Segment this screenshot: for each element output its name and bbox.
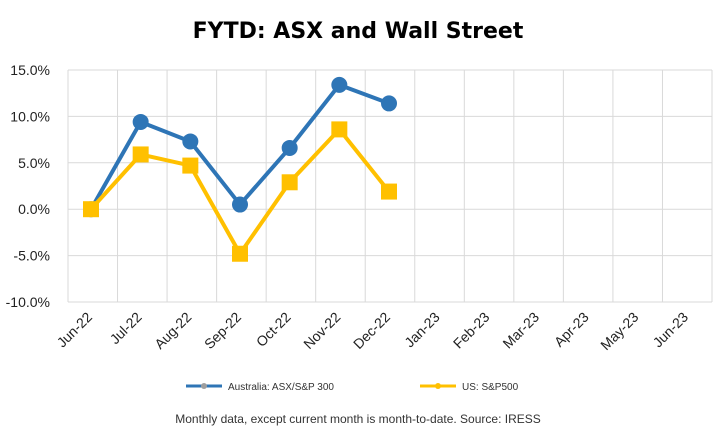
x-tick-label: Jun-22 <box>54 309 96 351</box>
series-group <box>83 76 397 262</box>
legend-marker <box>201 383 207 389</box>
y-tick-label: 15.0% <box>10 62 50 78</box>
y-tick-label: 0.0% <box>18 201 50 217</box>
y-tick-label: 5.0% <box>18 155 50 171</box>
data-point <box>232 245 248 262</box>
legend-item: US: S&P500 <box>420 382 519 393</box>
x-tick-label: Apr-23 <box>551 309 592 350</box>
data-point <box>83 201 99 218</box>
x-tick-label: May-23 <box>597 309 641 353</box>
data-point <box>132 113 149 130</box>
data-point <box>381 95 397 112</box>
x-tick-label: Jul-22 <box>107 309 145 347</box>
x-tick-label: Nov-22 <box>300 309 343 352</box>
y-tick-label: -5.0% <box>13 248 50 264</box>
legend-marker <box>435 383 441 389</box>
series-australia <box>83 76 397 218</box>
data-point <box>381 183 397 200</box>
x-tick-label: Jan-23 <box>401 309 443 351</box>
data-point <box>281 174 298 191</box>
x-tick-label: Dec-22 <box>350 309 393 352</box>
legend-label: Australia: ASX/S&P 300 <box>228 382 334 393</box>
chart-title: FYTD: ASX and Wall Street <box>193 19 524 44</box>
x-tick-label: Oct-22 <box>253 309 294 350</box>
x-axis-tick-labels: Jun-22 Jul-22 Aug-22 Sep-22 Oct-22 Nov-22 Dec-… <box>54 309 692 353</box>
y-axis-tick-labels: 15.0% 10.0% 5.0% 0.0% -5.0% -10.0% <box>6 62 50 310</box>
y-tick-label: 10.0% <box>10 108 50 124</box>
data-point <box>331 76 348 93</box>
x-tick-label: Mar-23 <box>499 309 542 352</box>
y-tick-label: -10.0% <box>6 294 50 310</box>
data-point <box>182 157 199 174</box>
x-tick-label: Aug-22 <box>151 309 194 352</box>
x-tick-label: Sep-22 <box>201 309 244 352</box>
x-tick-label: Feb-23 <box>450 309 493 352</box>
data-point <box>232 196 248 213</box>
x-tick-label: Jun-23 <box>650 309 692 351</box>
legend: Australia: ASX/S&P 300 US: S&P500 <box>186 382 519 393</box>
data-point <box>182 133 199 150</box>
legend-label: US: S&P500 <box>462 382 519 393</box>
data-point <box>281 139 298 156</box>
chart-footnote: Monthly data, except current month is mo… <box>175 412 541 426</box>
data-point <box>331 121 348 138</box>
legend-item: Australia: ASX/S&P 300 <box>186 382 334 393</box>
series-us <box>83 121 397 262</box>
data-point <box>132 146 149 163</box>
gridlines <box>67 69 713 303</box>
